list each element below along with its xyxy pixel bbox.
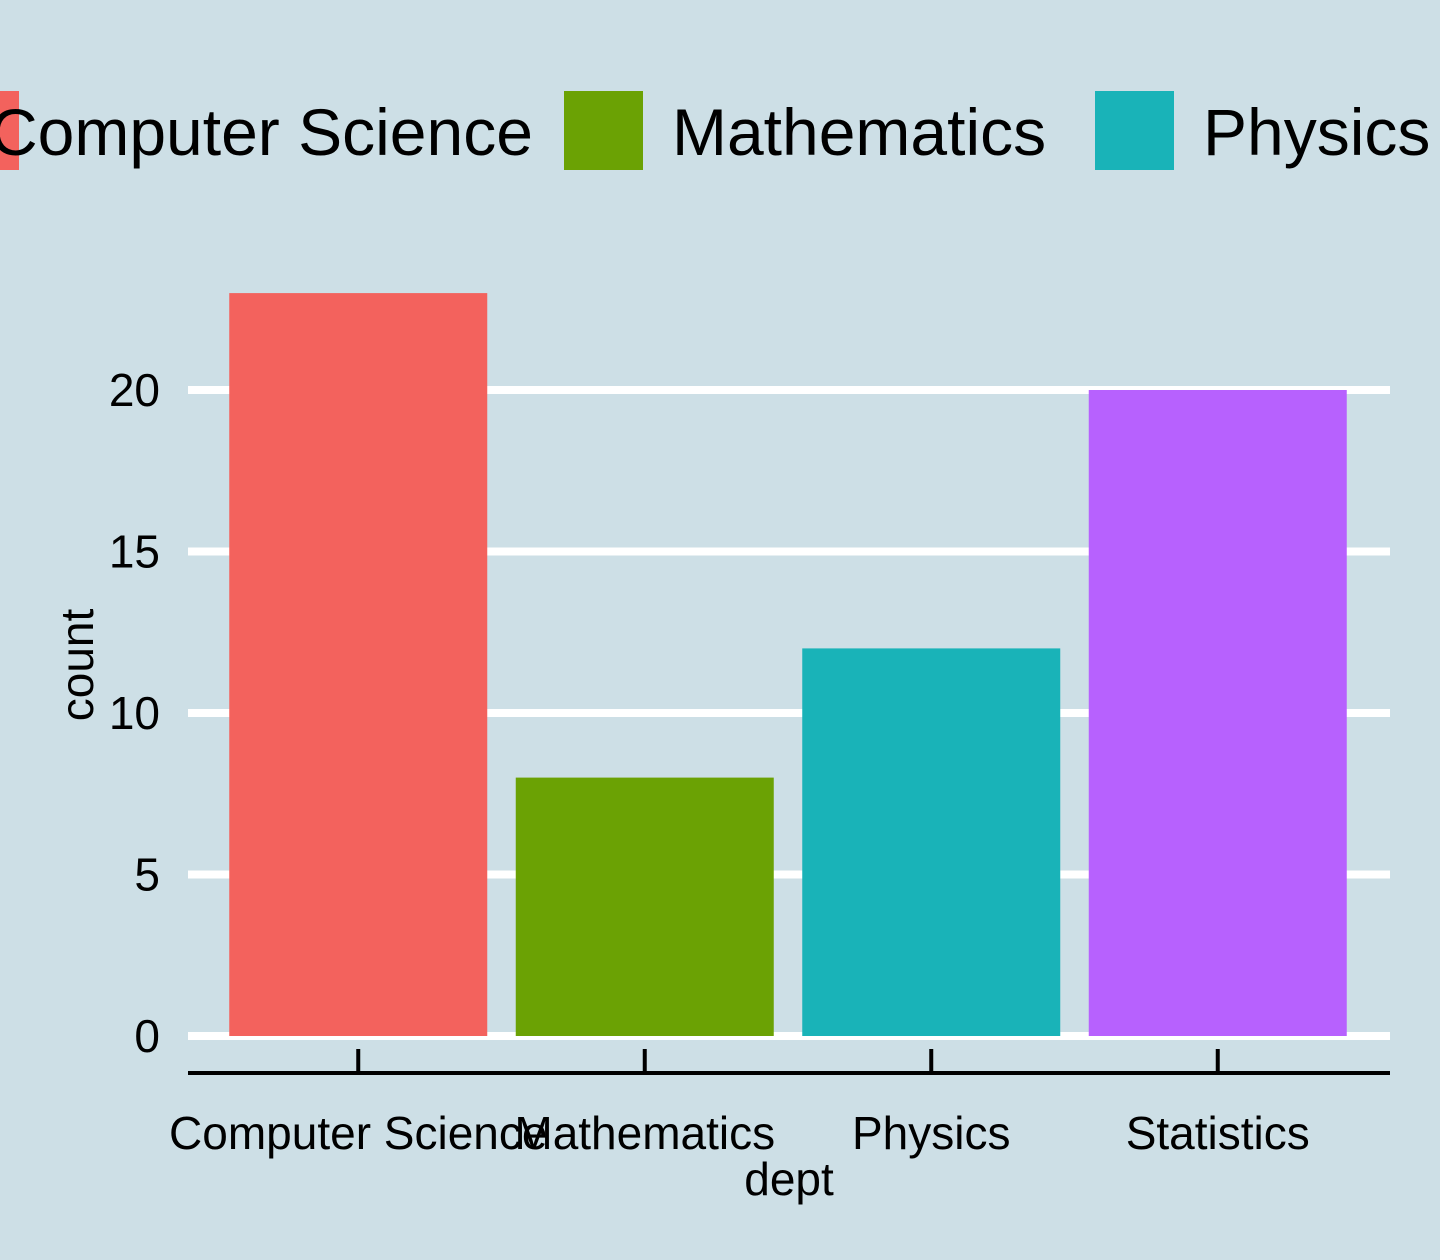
y-tick-label-10: 10 [109,687,160,739]
bar-mathematics [515,777,774,1036]
bar-statistics [1088,390,1347,1036]
bar-computer-science [229,293,488,1037]
y-tick-label-0: 0 [134,1010,160,1062]
legend-key-mathematics [564,91,643,170]
bars [229,293,1347,1037]
legend-label-physics: Physics [1203,95,1430,169]
legend-label-mathematics: Mathematics [672,95,1046,169]
legend-label-computer-science: Computer Science [0,95,533,169]
x-tick-label-physics: Physics [852,1107,1010,1159]
x-tick-label-mathematics: Mathematics [514,1107,775,1159]
legend-key-physics [1095,91,1174,170]
bar-physics [802,648,1061,1036]
y-tick-label-15: 15 [109,526,160,578]
x-tick-label-computer-science: Computer Science [169,1107,547,1159]
legend-key-computer-science [0,91,19,170]
y-tick-label-20: 20 [109,364,160,416]
x-tick-label-statistics: Statistics [1126,1107,1310,1159]
y-axis-title: count [51,609,103,722]
legend: Computer Science Mathematics Physics [0,91,1430,170]
x-axis-title: dept [744,1153,834,1205]
y-tick-label-5: 5 [134,849,160,901]
y-axis-ticks: 0 5 10 15 20 [109,364,160,1062]
